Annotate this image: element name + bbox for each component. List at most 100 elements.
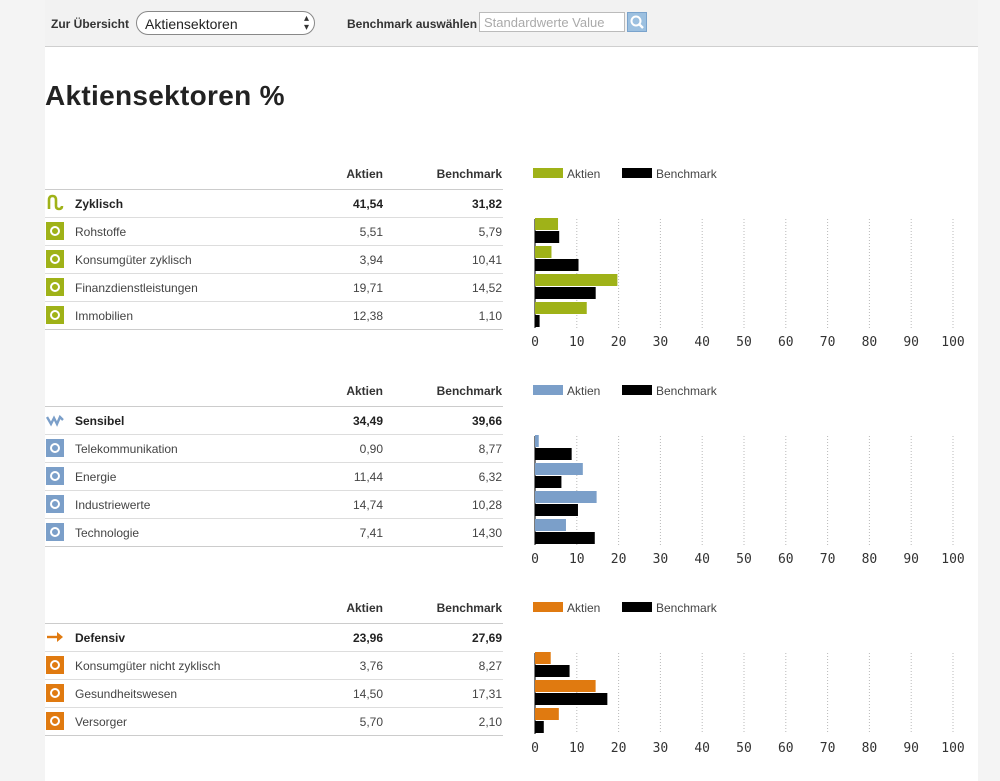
bar-benchmark bbox=[535, 504, 578, 516]
aktien-value: 3,76 bbox=[359, 659, 383, 673]
x-tick-label: 40 bbox=[694, 335, 710, 350]
bar-benchmark bbox=[535, 448, 572, 460]
benchmark-value: 27,69 bbox=[471, 631, 502, 645]
benchmark-value: 39,66 bbox=[471, 414, 502, 428]
x-tick-label: 0 bbox=[531, 335, 539, 350]
sector-select[interactable]: Aktiensektoren ▴ ▾ bbox=[136, 11, 315, 35]
benchmark-value: 5,79 bbox=[478, 225, 502, 239]
benchmark-value: 8,27 bbox=[478, 659, 502, 673]
legend-swatch bbox=[533, 168, 563, 178]
page-title: Aktiensektoren % bbox=[45, 80, 285, 111]
bar-aktien bbox=[535, 302, 587, 314]
sector-name: Finanzdienstleistungen bbox=[75, 281, 198, 295]
x-tick-label: 80 bbox=[862, 552, 878, 567]
benchmark-value: 31,82 bbox=[471, 197, 502, 211]
overview-link[interactable]: Zur Übersicht bbox=[51, 17, 130, 31]
bar-aktien bbox=[535, 491, 597, 503]
table-row: Rohstoffe 5,51 5,79 bbox=[45, 217, 503, 245]
bar-aktien bbox=[535, 708, 559, 720]
col-header-benchmark: Benchmark bbox=[436, 384, 502, 398]
rohstoffe-icon bbox=[46, 222, 64, 240]
table-row: Immobilien 12,38 1,10 bbox=[45, 301, 503, 330]
col-header-benchmark: Benchmark bbox=[436, 167, 502, 181]
group-row: Sensibel 34,49 39,66 bbox=[45, 406, 503, 434]
sector-name: Energie bbox=[75, 470, 117, 484]
konsumgueter-nicht-zyklisch-icon bbox=[46, 656, 64, 674]
aktien-value: 7,41 bbox=[359, 526, 383, 540]
page: Zur Übersicht Aktiensektoren ▴ ▾ Benchmar… bbox=[45, 0, 978, 781]
aktien-value: 11,44 bbox=[353, 470, 383, 484]
legend-swatch bbox=[622, 602, 652, 612]
bar-benchmark bbox=[535, 231, 560, 243]
x-tick-label: 100 bbox=[941, 552, 964, 567]
x-tick-label: 60 bbox=[778, 552, 794, 567]
bar-aktien bbox=[535, 246, 552, 258]
bar-benchmark bbox=[535, 315, 540, 327]
legend-swatch bbox=[622, 385, 652, 395]
legend-label: Aktien bbox=[567, 384, 601, 398]
x-tick-label: 40 bbox=[694, 741, 710, 756]
benchmark-value: 17,31 bbox=[471, 687, 502, 701]
technologie-icon bbox=[46, 523, 64, 541]
bar-aktien bbox=[535, 519, 566, 531]
x-tick-label: 50 bbox=[736, 741, 752, 756]
bar-benchmark bbox=[535, 476, 562, 488]
table-row: Finanzdienstleistungen 19,71 14,52 bbox=[45, 273, 503, 301]
table-row: Energie 11,44 6,32 bbox=[45, 462, 503, 490]
group-row: Zyklisch 41,54 31,82 bbox=[45, 189, 503, 217]
finanzdienstleistungen-icon bbox=[46, 278, 64, 296]
x-tick-label: 30 bbox=[653, 741, 669, 756]
immobilien-icon bbox=[46, 306, 64, 324]
legend-label: Benchmark bbox=[656, 167, 717, 181]
aktien-value: 5,70 bbox=[359, 715, 383, 729]
x-tick-label: 30 bbox=[653, 335, 669, 350]
table-row: Konsumgüter nicht zyklisch 3,76 8,27 bbox=[45, 651, 503, 679]
benchmark-value: 2,10 bbox=[478, 715, 502, 729]
sector-name: Immobilien bbox=[75, 309, 134, 323]
legend-label: Benchmark bbox=[656, 601, 717, 615]
col-header-benchmark: Benchmark bbox=[436, 601, 502, 615]
sensibel-icon bbox=[45, 411, 64, 429]
x-tick-label: 90 bbox=[903, 741, 919, 756]
table-row: Industriewerte 14,74 10,28 bbox=[45, 490, 503, 518]
legend-label: Aktien bbox=[567, 167, 601, 181]
search-button[interactable] bbox=[627, 12, 647, 32]
legend-label: Aktien bbox=[567, 601, 601, 615]
table-row: Telekommunikation 0,90 8,77 bbox=[45, 434, 503, 462]
zyklisch-icon bbox=[46, 194, 64, 212]
aktien-value: 14,50 bbox=[352, 687, 383, 701]
aktien-value: 23,96 bbox=[352, 631, 383, 645]
x-tick-label: 50 bbox=[736, 335, 752, 350]
sector-name: Konsumgüter zyklisch bbox=[75, 253, 192, 267]
x-tick-label: 100 bbox=[941, 335, 964, 350]
bar-benchmark bbox=[535, 532, 595, 544]
konsumgueter-zyklisch-icon bbox=[46, 250, 64, 268]
x-tick-label: 30 bbox=[653, 552, 669, 567]
x-tick-label: 20 bbox=[611, 552, 627, 567]
benchmark-label: Benchmark auswählen bbox=[347, 17, 478, 31]
benchmark-value: 6,32 bbox=[478, 470, 502, 484]
col-header-aktien: Aktien bbox=[346, 167, 383, 181]
sector-name: Defensiv bbox=[75, 631, 126, 645]
sector-name: Sensibel bbox=[75, 414, 125, 428]
x-tick-label: 80 bbox=[862, 741, 878, 756]
benchmark-value: 8,77 bbox=[478, 442, 502, 456]
bar-aktien bbox=[535, 463, 583, 475]
bar-chart-defensiv: 0 10 20 30 40 50 60 70 80 90 100 bbox=[531, 652, 965, 756]
bar-aktien bbox=[535, 274, 618, 286]
x-tick-label: 0 bbox=[531, 741, 539, 756]
sector-name: Konsumgüter nicht zyklisch bbox=[75, 659, 221, 673]
topbar: Zur Übersicht Aktiensektoren ▴ ▾ Benchmar… bbox=[45, 0, 978, 47]
aktien-value: 14,74 bbox=[352, 498, 383, 512]
x-tick-label: 70 bbox=[820, 335, 836, 350]
bar-chart-zyklisch: 0 10 20 30 40 50 60 70 80 90 100 bbox=[531, 218, 965, 350]
benchmark-value: 14,30 bbox=[471, 526, 502, 540]
benchmark-search-input[interactable] bbox=[479, 12, 625, 32]
legend-label: Benchmark bbox=[656, 384, 717, 398]
aktien-value: 41,54 bbox=[352, 197, 383, 211]
aktien-value: 34,49 bbox=[352, 414, 383, 428]
bar-benchmark bbox=[535, 665, 570, 677]
x-tick-label: 20 bbox=[611, 335, 627, 350]
sector-name: Technologie bbox=[75, 526, 140, 540]
x-tick-label: 90 bbox=[903, 335, 919, 350]
